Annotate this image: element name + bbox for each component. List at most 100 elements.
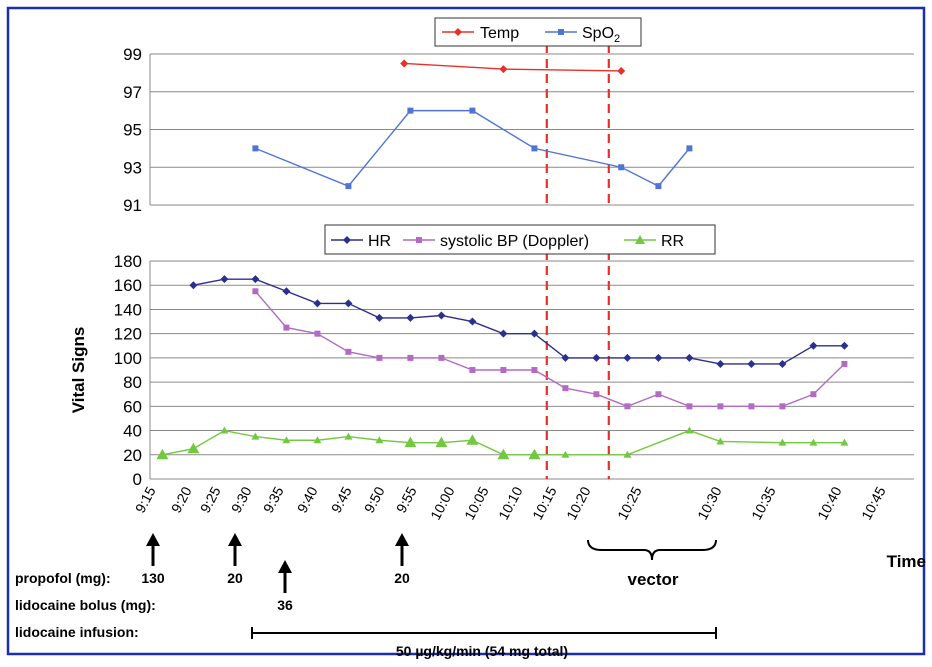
y-tick-label: 99 [123,45,142,64]
data-point [716,359,725,368]
data-point [345,183,352,190]
data-point [528,448,541,460]
data-point [840,438,849,446]
y-tick-label: 160 [114,276,142,295]
legend-spo2-label: SpO2 [582,25,620,45]
propofol-dose: 20 [394,570,410,586]
data-point [655,391,662,398]
vector-bracket [587,539,717,561]
series-line-systolic [254,290,845,408]
data-point [618,164,625,171]
data-point [220,275,229,284]
y-tick-label: 140 [114,300,142,319]
propofol-dose: 20 [227,570,243,586]
lidocaine-bolus-arrow-head [278,560,292,573]
bottom-chart-y-ticks: 0 20 40 60 80 100 120 140 160 180 [114,252,142,489]
data-point [314,330,321,337]
data-point [313,436,322,444]
data-point [344,432,353,440]
lidocaine-bolus-label: lidocaine bolus (mg): [15,597,156,613]
lidocaine-infusion-label: lidocaine infusion: [15,624,139,640]
series-line-spo [255,109,690,188]
data-point [531,367,538,373]
data-point [655,183,662,190]
data-point [717,403,724,410]
data-point [500,367,507,373]
data-point [252,288,259,295]
data-point [779,403,786,410]
data-point [469,107,476,114]
data-point [809,341,818,350]
data-point [778,359,787,368]
data-point [435,436,448,448]
data-point [531,145,538,152]
y-tick-label: 120 [114,325,142,344]
legend-temp-label: Temp [480,25,519,42]
data-point [592,353,601,362]
data-point [593,391,600,398]
data-point [156,448,169,460]
data-point [187,442,200,454]
data-point [623,450,632,458]
data-point [404,436,417,448]
data-point [623,353,632,362]
top-chart-event-lines [545,44,610,205]
data-point [748,403,755,410]
data-point [530,329,539,338]
x-axis-label: Time [887,552,926,571]
dose-arrows [146,533,409,593]
data-point [561,353,570,362]
data-point [841,360,848,367]
propofol-arrow-head [228,533,242,546]
data-point [345,348,352,355]
data-point [561,450,570,458]
data-point [251,432,260,440]
bottom-chart-legend: HR systolic BP (Doppler) RR [324,224,716,255]
data-point [376,354,383,361]
data-point [375,436,384,444]
top-chart-grid [149,53,914,206]
data-point [468,317,477,326]
bottom-legend-box [324,224,716,255]
legend-spo2-text: SpO [582,25,614,42]
legend-hr-marker [343,236,351,244]
data-point [686,145,693,152]
data-point [282,287,291,296]
data-point [562,385,569,392]
y-tick-label: 97 [123,83,142,102]
bottom-chart-event-lines [545,251,610,479]
y-tick-label: 20 [123,446,142,465]
bottom-chart-series [156,275,849,460]
data-point [283,324,290,331]
data-point [654,353,663,362]
data-point [778,438,787,446]
data-point [466,434,479,445]
legend-spo2-marker [558,29,564,35]
series-line-rr [162,429,845,456]
data-point [840,341,849,350]
legend-spo2-subscript: 2 [614,33,620,45]
data-point [407,354,414,361]
data-point [252,145,259,152]
data-point [624,403,631,410]
data-point [497,448,510,460]
data-point [809,438,818,446]
data-point [437,311,446,320]
data-point [438,354,445,361]
data-point [344,299,353,308]
propofol-dose: 130 [141,570,165,586]
y-tick-label: 180 [114,252,142,271]
vector-label: vector [627,570,678,589]
legend-bp-marker [416,237,422,243]
data-point [375,313,384,322]
legend-hr-label: HR [368,233,391,250]
propofol-arrow-head [146,533,160,546]
lidocaine-bolus-dose: 36 [277,597,293,613]
data-point [685,353,694,362]
data-point [251,275,260,284]
y-tick-label: 100 [114,349,142,368]
y-tick-label: 91 [123,196,142,215]
data-point [406,313,415,322]
